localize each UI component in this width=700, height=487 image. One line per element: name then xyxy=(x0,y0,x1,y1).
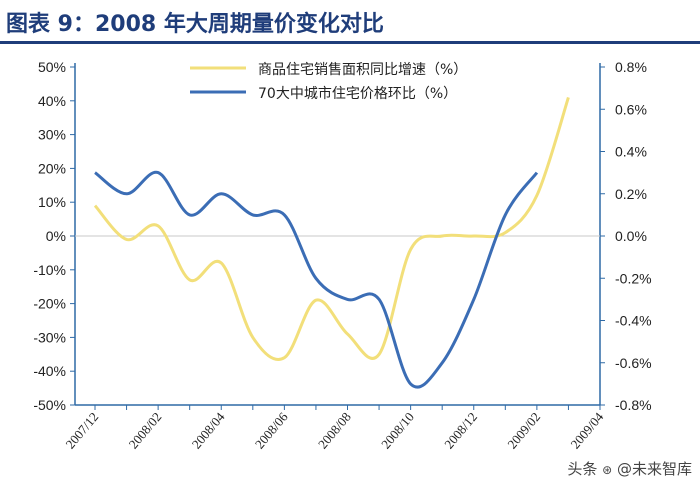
x-tick-label: 2008/08 xyxy=(315,409,354,451)
x-tick-label: 2009/02 xyxy=(504,409,543,451)
title-bar: 图表 9：2008 年大周期量价变化对比 xyxy=(0,0,700,44)
right-tick-label: -0.2% xyxy=(615,270,652,286)
legend-label-sales: 商品住宅销售面积同比增速（%） xyxy=(258,62,467,78)
watermark-handle: @未来智库 xyxy=(616,460,692,478)
left-tick-label: 0% xyxy=(46,228,66,244)
left-tick-label: -40% xyxy=(33,363,66,379)
x-tick-label: 2007/12 xyxy=(62,409,101,451)
chart-title: 图表 9：2008 年大周期量价变化对比 xyxy=(6,12,384,37)
right-tick-label: 0.0% xyxy=(615,228,647,244)
left-tick-label: 40% xyxy=(38,93,66,109)
x-tick-label: 2008/06 xyxy=(252,409,291,452)
x-tick-label: 2008/02 xyxy=(126,409,165,451)
right-tick-label: 0.2% xyxy=(615,186,647,202)
legend-label-price: 70大中城市住宅价格环比（%） xyxy=(258,85,457,102)
x-tick-label: 2009/04 xyxy=(567,409,606,452)
left-tick-label: -10% xyxy=(33,262,66,278)
right-tick-label: 0.4% xyxy=(615,144,647,160)
left-tick-label: 30% xyxy=(38,127,66,143)
left-tick-label: -50% xyxy=(33,397,66,413)
left-tick-label: 20% xyxy=(38,160,66,176)
chart-area: 50% 40% 30% 20% 10% 0% -10% -20% -30% -40% -50% 0.8… xyxy=(33,59,652,452)
x-tick-label: 2008/10 xyxy=(378,409,417,451)
right-tick-label: -0.4% xyxy=(615,313,652,329)
left-tick-label: -20% xyxy=(33,296,66,312)
left-tick-label: 50% xyxy=(38,59,66,75)
left-tick-label: 10% xyxy=(38,194,66,210)
right-tick-label: 0.6% xyxy=(615,101,647,117)
right-tick-label: -0.8% xyxy=(615,397,652,413)
series-line-sales xyxy=(93,96,570,361)
left-tick-label: -30% xyxy=(33,329,66,345)
watermark: 头条 ⊛ @未来智库 xyxy=(567,458,692,479)
watermark-prefix: 头条 xyxy=(567,460,598,478)
title-underline xyxy=(0,41,700,44)
watermark-logo-icon: ⊛ xyxy=(602,463,613,477)
right-tick-label: -0.6% xyxy=(615,355,652,371)
series-line-price xyxy=(94,171,539,389)
x-tick-label: 2008/12 xyxy=(441,409,480,451)
right-tick-label: 0.8% xyxy=(615,59,647,75)
x-tick-label: 2008/04 xyxy=(189,409,228,452)
